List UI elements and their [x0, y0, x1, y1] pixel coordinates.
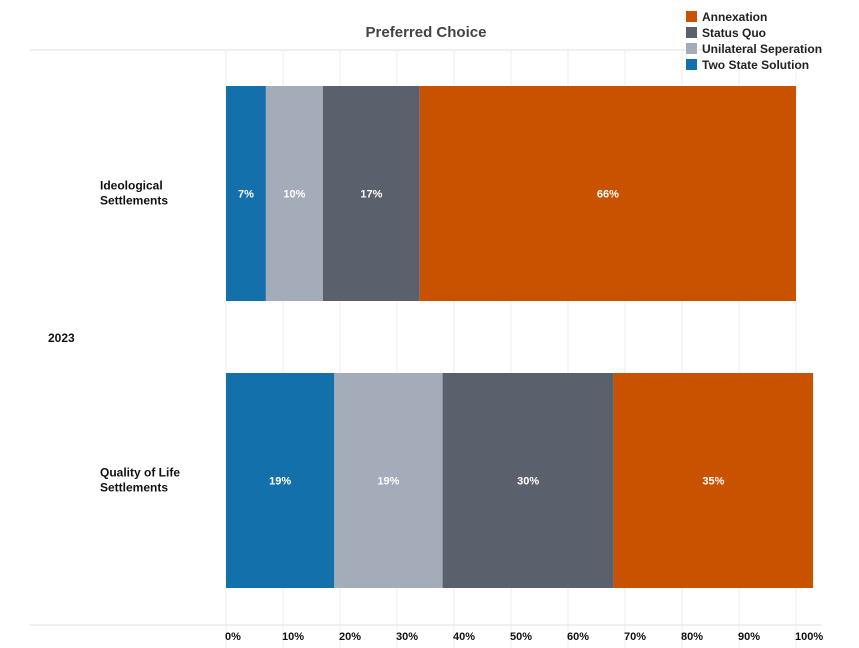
category-label: Ideological Settlements	[100, 179, 168, 208]
data-label: 30%	[517, 476, 539, 488]
x-tick-label: 20%	[339, 631, 361, 643]
data-label: 66%	[597, 189, 619, 201]
data-label: 19%	[377, 476, 399, 488]
bar-segment	[322, 86, 420, 301]
x-tick-label: 80%	[681, 631, 703, 643]
category-label-line: Settlements	[100, 481, 168, 495]
x-tick-label: 90%	[738, 631, 760, 643]
group-label: 2023	[48, 331, 75, 345]
x-tick-label: 10%	[282, 631, 304, 643]
x-tick-label: 70%	[624, 631, 646, 643]
x-tick-label: 100%	[795, 631, 823, 643]
data-label: 19%	[269, 476, 291, 488]
bar-segment	[442, 373, 614, 588]
bars: 7% 10% 17% 66% 19% 19% 30% 35%	[226, 86, 814, 588]
category-label-line: Settlements	[100, 194, 168, 208]
data-label: 7%	[238, 189, 254, 201]
x-tick-label: 50%	[510, 631, 532, 643]
legend-swatch	[686, 27, 697, 38]
bar-segment	[613, 373, 814, 588]
bar-segment	[334, 373, 443, 588]
data-label: 17%	[360, 189, 382, 201]
data-label: 10%	[283, 189, 305, 201]
category-label: Quality of Life Settlements	[100, 466, 180, 495]
x-tick-label: 60%	[567, 631, 589, 643]
legend-swatch	[686, 11, 697, 22]
legend-label: Status Quo	[702, 26, 766, 40]
bar-segment	[226, 373, 335, 588]
category-label-line: Quality of Life	[100, 466, 180, 480]
legend-swatch	[686, 59, 697, 70]
legend-swatch	[686, 43, 697, 54]
x-tick-label: 40%	[453, 631, 475, 643]
data-label: 35%	[702, 476, 724, 488]
legend-label: Annexation	[702, 10, 767, 24]
legend-label: Unilateral Seperation	[702, 42, 822, 56]
x-tick-label: 0%	[225, 631, 241, 643]
legend-label: Two State Solution	[702, 58, 809, 72]
bar-segment	[419, 86, 796, 301]
chart-title: Preferred Choice	[366, 24, 487, 41]
bar-segment	[226, 86, 266, 301]
legend: Annexation Status Quo Unilateral Seperatio…	[686, 10, 822, 72]
category-label-line: Ideological	[100, 179, 163, 193]
x-tick-label: 30%	[396, 631, 418, 643]
x-axis-ticks: 0% 10% 20% 30% 40% 50% 60% 70% 80% 90% 100%	[225, 631, 823, 643]
bar-segment	[265, 86, 323, 301]
